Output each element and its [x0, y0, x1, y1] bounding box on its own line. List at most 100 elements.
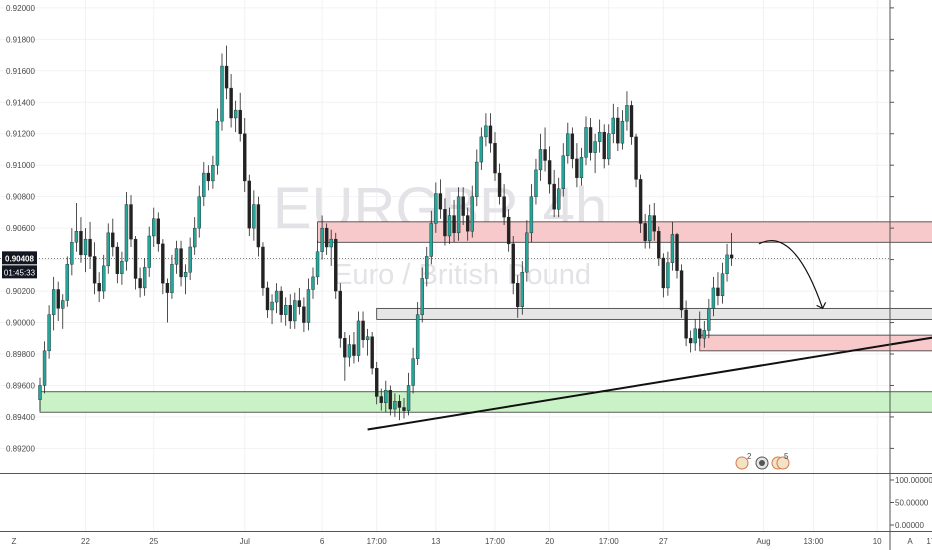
candle: [56, 281, 60, 321]
candle: [729, 232, 734, 266]
candle-body: [220, 65, 224, 122]
indicator-tick-label: 50.00000: [895, 499, 929, 508]
candle-body: [270, 301, 274, 311]
price-tick-label: 0.90000: [6, 319, 35, 328]
candle-body: [265, 287, 270, 311]
projection-arrow[interactable]: [758, 240, 824, 309]
candle-body: [484, 125, 488, 138]
price-tick-label: 0.90600: [6, 224, 35, 233]
last-price-badge: [2, 251, 37, 265]
candle: [192, 217, 197, 255]
candle-body: [279, 290, 283, 315]
candle-body: [652, 215, 656, 232]
candle-body: [693, 328, 697, 344]
candle: [402, 398, 406, 419]
candle: [611, 103, 615, 144]
candle: [152, 207, 156, 248]
candle: [425, 247, 429, 287]
candle: [70, 228, 74, 276]
candle-body: [56, 289, 60, 309]
event-marker-icon[interactable]: [776, 456, 790, 470]
candle: [552, 169, 556, 218]
candle: [529, 184, 534, 243]
candle: [675, 232, 679, 279]
candle-body: [120, 260, 124, 274]
candle-body: [452, 215, 456, 234]
candle: [247, 174, 252, 236]
candle: [511, 236, 515, 295]
candle-body: [711, 287, 716, 309]
event-markers[interactable]: 2 5: [735, 452, 790, 470]
candle: [470, 185, 474, 238]
ascending-trendline[interactable]: [367, 316, 932, 431]
candle: [215, 108, 220, 175]
candle: [497, 163, 502, 205]
candle: [520, 261, 524, 315]
candle-body: [97, 283, 101, 292]
gray-zone[interactable]: [376, 307, 932, 320]
candle-body: [529, 196, 534, 234]
candle-body: [297, 300, 302, 307]
auto-scale-button[interactable]: A: [907, 537, 913, 546]
candle: [338, 283, 342, 348]
candle: [329, 229, 333, 266]
candle-body: [488, 125, 493, 144]
drawings[interactable]: [367, 240, 932, 431]
projection-arrow-head[interactable]: [816, 302, 827, 310]
candle: [220, 53, 224, 131]
candle-body: [293, 300, 297, 322]
candle: [261, 242, 265, 296]
candle: [688, 330, 693, 353]
resistance-zone-upper[interactable]: [317, 221, 932, 243]
candle-body: [92, 256, 97, 284]
candle: [233, 100, 238, 133]
candle: [684, 300, 688, 347]
candle: [256, 196, 261, 257]
zones[interactable]: [39, 221, 932, 413]
watermark-description: Euro / British Pound: [333, 259, 591, 291]
candle: [379, 388, 383, 411]
candle-body: [306, 289, 311, 323]
candle-body: [129, 204, 133, 240]
candle: [434, 182, 438, 233]
candle-body: [47, 314, 51, 352]
price-tick-label: 0.91000: [6, 161, 35, 170]
candle-body: [61, 300, 65, 309]
candle-body: [679, 270, 684, 311]
candle-body: [379, 396, 383, 403]
indicator-tick-label: 100.00000: [895, 476, 932, 485]
candle: [620, 110, 625, 150]
candle-body: [179, 248, 183, 278]
candle-body: [320, 227, 324, 252]
candle-body: [611, 117, 615, 134]
candle-body: [133, 238, 138, 279]
candle-body: [648, 215, 652, 241]
candle-body: [579, 157, 584, 178]
event-marker-icon[interactable]: [735, 456, 749, 470]
timezone-button[interactable]: Z: [12, 537, 17, 546]
candle-body: [566, 133, 570, 156]
candle-body: [70, 242, 74, 265]
candle-body: [620, 120, 625, 144]
support-zone-green[interactable]: [39, 391, 932, 413]
price-tick-label: 0.90800: [6, 193, 35, 202]
time-axis[interactable]: 22 25 Jul 6 17:00 13 17:00 20 17:00 27 Aug 13:00 10 1…: [81, 537, 932, 546]
candle-body: [716, 287, 720, 296]
time-tick-label: 13: [431, 537, 440, 546]
event-marker-icon[interactable]: [759, 460, 765, 466]
candle: [629, 100, 634, 145]
candle-body: [315, 251, 320, 278]
candle-body: [115, 246, 120, 274]
candle: [607, 124, 611, 166]
candle: [42, 341, 47, 394]
candle-body: [638, 179, 643, 224]
candle: [561, 143, 565, 197]
candle: [101, 254, 106, 299]
candle-body: [174, 248, 179, 265]
indicator-axis[interactable]: 100.00000 50.00000 0.00000: [890, 476, 932, 530]
candle: [388, 385, 393, 416]
candle-body: [142, 267, 147, 289]
price-tick-label: 0.89600: [6, 381, 35, 390]
